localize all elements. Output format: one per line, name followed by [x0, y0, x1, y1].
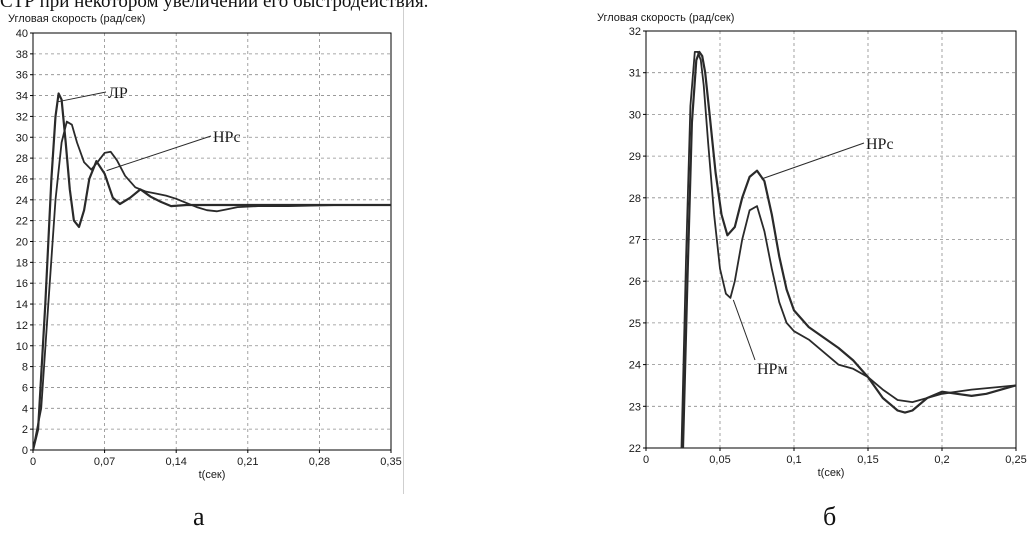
y-tick-label: 32	[629, 26, 641, 38]
annotation-label: НРс	[213, 129, 241, 146]
y-tick-label: 26	[16, 174, 28, 186]
chart-title: Угловая скорость (рад/сек)	[8, 13, 145, 25]
x-tick-label: 0,28	[309, 456, 330, 468]
y-tick-label: 22	[16, 216, 28, 228]
annotation-leader	[761, 142, 865, 180]
y-tick-label: 26	[629, 276, 641, 288]
y-tick-label: 30	[629, 109, 641, 121]
y-tick-label: 10	[16, 341, 28, 353]
y-tick-label: 28	[629, 193, 641, 205]
x-tick-label: 0	[30, 456, 36, 468]
y-tick-label: 6	[22, 382, 28, 394]
caption-a: а	[193, 502, 205, 531]
y-tick-label: 31	[629, 68, 641, 80]
annotation-label: ЛР	[108, 85, 128, 102]
series-line-lr	[33, 92, 391, 450]
x-tick-label: 0,25	[1005, 454, 1026, 466]
y-tick-label: 12	[16, 320, 28, 332]
y-tick-label: 29	[629, 151, 641, 163]
annotation-leader	[57, 91, 107, 103]
annotation-label: НРс	[866, 136, 894, 153]
y-tick-label: 27	[629, 235, 641, 247]
x-tick-label: 0,1	[786, 454, 801, 466]
y-tick-label: 34	[16, 91, 28, 103]
x-tick-label: 0	[643, 454, 649, 466]
y-tick-label: 16	[16, 278, 28, 290]
x-tick-label: 0,05	[709, 454, 730, 466]
series-line-nrs	[681, 50, 1016, 448]
y-tick-label: 28	[16, 153, 28, 165]
y-tick-label: 38	[16, 49, 28, 61]
annotation-label: НРм	[757, 361, 788, 378]
y-tick-label: 24	[16, 195, 28, 207]
chart-a	[30, 32, 392, 453]
series-line-nrm	[680, 51, 1016, 448]
x-tick-label: 0,14	[165, 456, 186, 468]
y-tick-label: 22	[629, 443, 641, 455]
x-axis-label: t(сек)	[818, 467, 845, 479]
panel-divider	[403, 6, 404, 494]
caption-b: б	[823, 502, 837, 531]
y-tick-label: 18	[16, 257, 28, 269]
header-text: СТР при некотором увеличении его быстрод…	[0, 0, 429, 12]
x-tick-label: 0,15	[857, 454, 878, 466]
y-tick-label: 0	[22, 445, 28, 457]
y-tick-label: 14	[16, 299, 28, 311]
y-tick-label: 32	[16, 111, 28, 123]
y-tick-label: 2	[22, 424, 28, 436]
y-tick-label: 20	[16, 237, 28, 249]
x-axis-label: t(сек)	[199, 469, 226, 481]
x-tick-label: 0,2	[934, 454, 949, 466]
y-tick-label: 25	[629, 318, 641, 330]
annotation-leader	[732, 299, 756, 361]
y-tick-label: 40	[16, 28, 28, 40]
y-tick-label: 4	[22, 403, 28, 415]
annotation-leader	[106, 135, 212, 172]
y-tick-label: 36	[16, 70, 28, 82]
chart-title: Угловая скорость (рад/сек)	[597, 12, 734, 24]
y-tick-label: 23	[629, 401, 641, 413]
y-tick-label: 30	[16, 132, 28, 144]
x-tick-label: 0,07	[94, 456, 115, 468]
chart-b	[643, 30, 1017, 451]
x-tick-label: 0,21	[237, 456, 258, 468]
x-tick-label: 0,35	[380, 456, 401, 468]
y-tick-label: 8	[22, 362, 28, 374]
series-line-nrs	[33, 120, 391, 450]
y-tick-label: 24	[629, 360, 641, 372]
